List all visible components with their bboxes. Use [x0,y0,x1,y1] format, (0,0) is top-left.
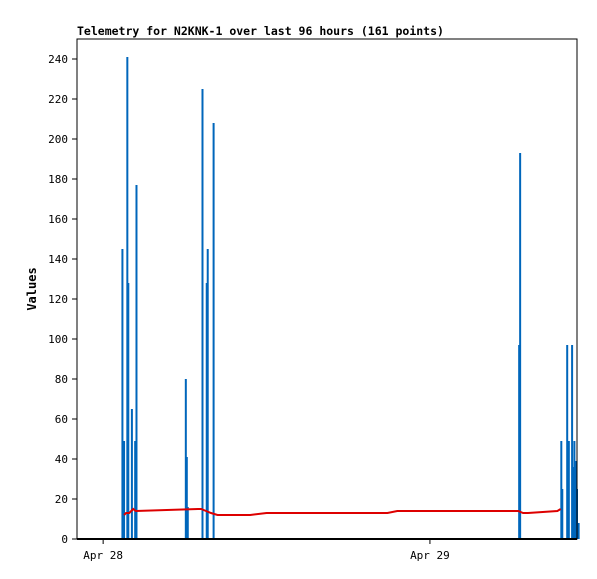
bar [130,409,133,539]
y-tick-label: 180 [48,173,68,186]
bar [186,507,189,539]
bar [566,345,569,539]
y-tick-label: 220 [48,93,68,106]
y-tick-label: 80 [55,373,68,386]
bar [561,489,564,539]
y-tick-label: 160 [48,213,68,226]
axes-layer: 0 20 40 60 80 100 120 140 160 180 200 220 240 Apr 28 A… [48,38,578,562]
bar [121,249,124,539]
series-line [123,507,562,516]
bar [577,523,580,539]
bar [123,441,126,539]
bar [212,123,215,539]
y-tick-label: 240 [48,53,68,66]
y-tick-label: 0 [61,533,68,546]
y-tick-label: 60 [55,413,68,426]
y-tick-label: 200 [48,133,68,146]
bar [567,441,570,539]
bar [127,283,130,539]
y-tick-label: 20 [55,493,68,506]
chart-title: Telemetry for N2KNK-1 over last 96 hours… [77,24,444,38]
x-tick-label: Apr 29 [410,549,450,562]
bar [571,345,574,539]
bar [185,457,188,539]
plot-frame [76,38,578,540]
bars-layer [121,57,580,539]
bar [201,89,204,539]
y-tick-label: 140 [48,253,68,266]
y-axis-label: Values [25,267,39,310]
y-tick-label: 100 [48,333,68,346]
bar [573,441,576,539]
line-layer [123,507,562,516]
y-tick-label: 120 [48,293,68,306]
bar [572,467,575,539]
x-tick-label: Apr 28 [83,549,123,562]
bar [519,153,522,539]
bar [135,185,138,539]
y-tick-label: 40 [55,453,68,466]
bar [206,249,209,539]
bar [134,441,137,539]
